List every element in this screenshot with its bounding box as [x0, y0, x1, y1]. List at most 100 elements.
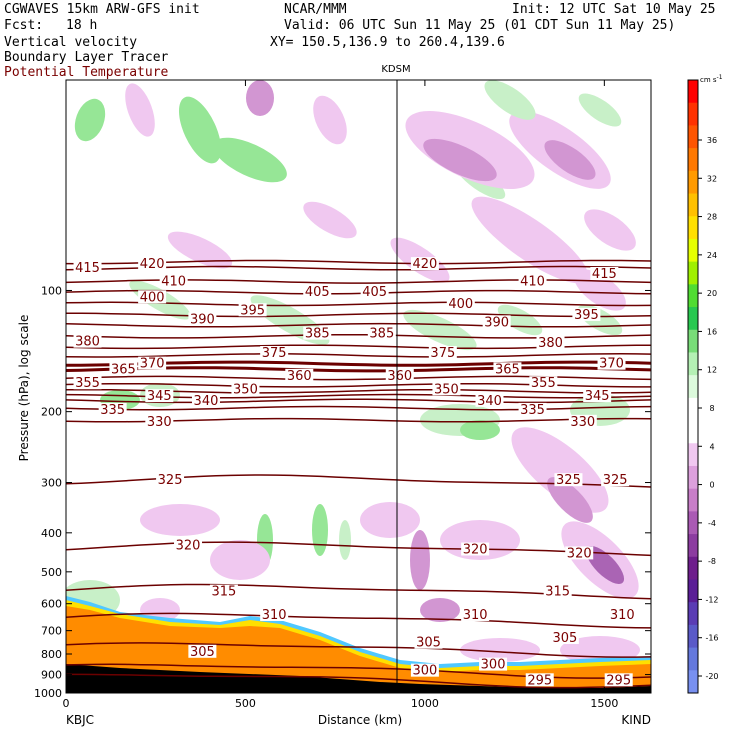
- theta-label-bg: [174, 538, 203, 552]
- colorbar-swatch: [688, 511, 698, 535]
- theta-label-bg: [461, 607, 490, 621]
- colorbar-tick-label: -4: [708, 519, 716, 528]
- theta-label: 360: [287, 369, 312, 384]
- y-tick-label: 1000: [34, 687, 62, 700]
- colorbar-swatch: [688, 397, 698, 422]
- theta-label: 325: [603, 473, 628, 488]
- colorbar-swatch: [688, 579, 698, 603]
- colorbar: 36 32 28 24 20 16 12 8 4 0 -4 -8 -12 -16 -20: [687, 79, 719, 694]
- theta-label-bg: [475, 393, 504, 407]
- theta-label-bg: [138, 257, 167, 271]
- theta-label-bg: [565, 546, 594, 560]
- plot-frame: [65, 79, 652, 694]
- theta-label-bg: [145, 389, 174, 403]
- theta-label-bg: [138, 356, 167, 370]
- theta-label: 320: [176, 538, 201, 553]
- theta-label: 320: [463, 542, 488, 557]
- colorbar-swatch: [688, 488, 698, 512]
- theta-label-bg: [285, 368, 314, 382]
- theta-contour-310: [66, 612, 651, 629]
- theta-label-bg: [446, 296, 475, 310]
- theta-label: 400: [140, 290, 165, 305]
- theta-label: 350: [434, 382, 459, 397]
- theta-label: 310: [610, 608, 635, 623]
- colorbar-tick-label: 4: [709, 442, 714, 451]
- theta-label-bg: [360, 285, 389, 299]
- theta-label: 310: [262, 608, 287, 623]
- theta-label: 380: [538, 336, 563, 351]
- theta-contour-375: [66, 353, 651, 358]
- valid-time: Valid: 06 UTC Sun 11 May 25 (01 CDT Sun …: [284, 18, 676, 33]
- theta-label-bg: [597, 356, 626, 370]
- colorbar-tick-label: -16: [705, 634, 718, 643]
- colorbar-swatch: [688, 102, 698, 126]
- x-tick-label: 1000: [411, 697, 439, 710]
- theta-label-bg: [601, 473, 630, 487]
- theta-label: 295: [606, 673, 631, 688]
- theta-label: 395: [240, 303, 265, 318]
- potential-temperature-labels: 420 420 415 415 410 410 405 405 400 400 395 395 390 3…: [73, 257, 637, 688]
- right-station-label: KIND: [621, 713, 651, 727]
- forecast-label: Fcst:: [4, 18, 44, 33]
- theta-label-bg: [550, 630, 579, 644]
- theta-label: 360: [387, 369, 412, 384]
- theta-label: 370: [140, 357, 165, 372]
- init-time: Init: 12 UTC Sat 10 May 25: [512, 2, 716, 17]
- theta-label: 420: [140, 257, 165, 272]
- theta-label-bg: [554, 473, 583, 487]
- y-tick-label: 700: [41, 625, 62, 638]
- colorbar-swatch: [688, 261, 698, 285]
- theta-label-bg: [209, 584, 238, 598]
- colorbar-swatch: [688, 465, 698, 490]
- theta-label-bg: [572, 307, 601, 321]
- theta-label: 355: [531, 376, 556, 391]
- theta-label: 400: [448, 297, 473, 312]
- x-axis: 0 500 1000 1500: [63, 80, 641, 710]
- theta-label: 350: [233, 382, 258, 397]
- theta-label-bg: [109, 362, 138, 376]
- colorbar-swatch: [688, 602, 698, 626]
- colorbar-tick-label: 8: [709, 404, 714, 413]
- theta-label: 335: [520, 403, 545, 418]
- theta-label: 330: [147, 415, 172, 430]
- theta-label: 340: [477, 394, 502, 409]
- colorbar-swatch: [688, 443, 698, 467]
- theta-label: 415: [75, 261, 100, 276]
- x-tick-label: 0: [63, 697, 70, 710]
- theta-contour-390: [66, 322, 651, 328]
- colorbar-swatch: [688, 375, 698, 399]
- theta-label: 305: [190, 645, 215, 660]
- theta-label: 420: [412, 257, 437, 272]
- y-tick-label: 900: [41, 669, 62, 682]
- theta-label-bg: [568, 414, 597, 428]
- x-tick-label: 1500: [590, 697, 618, 710]
- theta-contour-320: [66, 541, 651, 557]
- theta-label: 375: [262, 346, 287, 361]
- colorbar-swatch: [688, 80, 698, 104]
- theta-label-bg: [191, 393, 220, 407]
- colorbar-tick-label: 36: [707, 136, 717, 145]
- theta-label: 315: [545, 585, 570, 600]
- theta-label-bg: [410, 257, 439, 271]
- theta-label: 325: [556, 473, 581, 488]
- theta-label: 315: [212, 585, 237, 600]
- colorbar-swatch: [688, 420, 698, 444]
- x-axis-label: Distance (km): [318, 713, 402, 727]
- theta-label: 335: [100, 403, 125, 418]
- colorbar-swatch: [688, 624, 698, 649]
- colorbar-tick-label: 0: [709, 481, 714, 490]
- y-tick-label: 300: [41, 477, 62, 490]
- colorbar-swatch: [688, 670, 698, 694]
- y-tick-label: 400: [41, 527, 62, 540]
- theta-label-bg: [432, 382, 461, 396]
- forecast-hours: 18 h: [66, 18, 98, 33]
- theta-label-bg: [518, 402, 547, 416]
- theta-label-bg: [145, 414, 174, 428]
- theta-label-bg: [138, 290, 167, 304]
- theta-label: 320: [567, 546, 592, 561]
- theta-contour-305: [66, 642, 651, 658]
- colorbar-tick-label: -12: [705, 595, 718, 604]
- y-tick-label: 600: [41, 598, 62, 611]
- theta-label-bg: [518, 274, 547, 288]
- colorbar-swatch: [688, 534, 698, 558]
